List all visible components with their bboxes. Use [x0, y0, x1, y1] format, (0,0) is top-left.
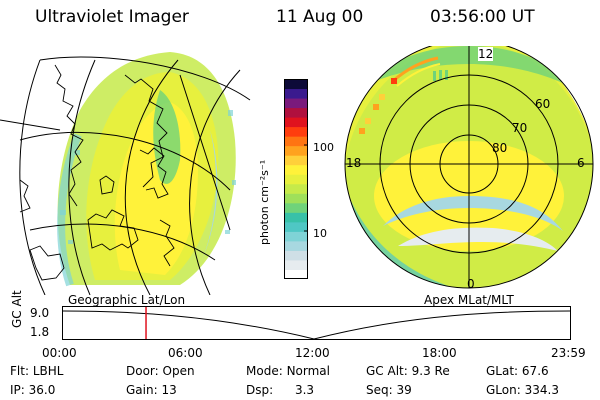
colorbar-band	[284, 240, 308, 251]
observation-date: 11 Aug 00	[276, 7, 364, 27]
mlt-label-0: 0	[467, 277, 475, 291]
colorbar-band	[284, 202, 308, 213]
status-filter: Flt: LBHL	[10, 364, 64, 378]
geographic-auroral-image	[0, 52, 251, 295]
colorbar-band	[284, 269, 308, 279]
colorbar-band	[284, 155, 308, 166]
colorbar-band	[284, 117, 308, 128]
colorbar-band	[284, 221, 308, 232]
altitude-track-plot	[62, 306, 571, 340]
observation-time: 03:56:00 UT	[430, 7, 535, 27]
altitude-axis-label: GC Alt	[10, 290, 24, 328]
colorbar-band	[284, 193, 308, 204]
colorbar-band	[284, 212, 308, 223]
time-tick-0000: 00:00	[42, 346, 77, 360]
colorbar-band	[284, 183, 308, 194]
mlt-label-12: 12	[478, 47, 494, 61]
status-glat: GLat: 67.6	[486, 364, 549, 378]
status-seq: Seq: 39	[366, 383, 412, 397]
status-gc-alt: GC Alt: 9.3 Re	[366, 364, 450, 378]
colorbar-band	[284, 174, 308, 185]
colorbar-unit-label: photon cm⁻²s⁻¹	[258, 159, 271, 245]
colorbar-band	[284, 79, 308, 90]
colorbar-band	[284, 107, 308, 118]
time-tick-1800: 18:00	[422, 346, 457, 360]
colorbar-band	[284, 88, 308, 99]
colorbar-tick-100: 100	[313, 141, 334, 154]
mlat-label-70: 70	[512, 121, 528, 135]
mlat-label-60: 60	[535, 97, 551, 111]
mlt-label-18: 18	[346, 156, 362, 170]
apex-polar-image	[344, 46, 594, 289]
status-door: Door: Open	[126, 364, 195, 378]
geographic-panel-label: Geographic Lat/Lon	[68, 293, 186, 307]
status-ip: IP: 36.0	[10, 383, 56, 397]
altitude-tick-bottom: 1.8	[30, 325, 50, 339]
instrument-title: Ultraviolet Imager	[35, 7, 189, 27]
altitude-tick-top: 9.0	[30, 306, 50, 320]
time-tick-0600: 06:00	[168, 346, 203, 360]
time-tick-1200: 12:00	[295, 346, 330, 360]
time-tick-2359: 23:59	[551, 346, 586, 360]
colorbar-band	[284, 250, 308, 261]
colorbar-band	[284, 231, 308, 242]
colorbar-band	[284, 145, 308, 156]
colorbar-band	[284, 126, 308, 137]
status-glon: GLon: 334.3	[486, 383, 559, 397]
status-gain: Gain: 13	[126, 383, 177, 397]
colorbar-tick-10: 10	[313, 227, 327, 240]
mlat-label-80: 80	[492, 141, 508, 155]
status-dsp: Dsp: 3.3	[246, 383, 315, 397]
colorbar-band	[284, 259, 308, 270]
status-mode: Mode: Normal	[246, 364, 330, 378]
colorbar-band	[284, 98, 308, 109]
mlt-label-6: 6	[577, 156, 585, 170]
colorbar-band	[284, 164, 308, 175]
colorbar	[284, 79, 308, 279]
apex-panel-label: Apex MLat/MLT	[424, 293, 514, 307]
colorbar-band	[284, 136, 308, 147]
